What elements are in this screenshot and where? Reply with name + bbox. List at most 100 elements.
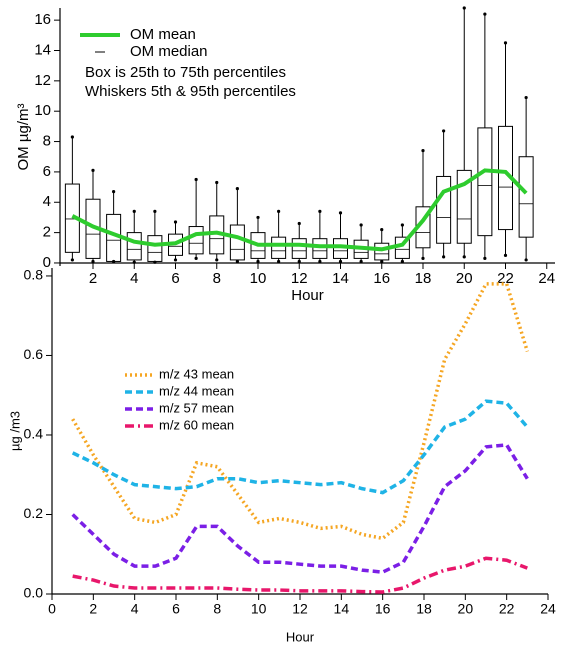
whisker-cap: [297, 221, 301, 226]
whisker-cap: [421, 256, 425, 261]
x-tick-label: 24: [538, 270, 555, 287]
whisker-cap: [215, 258, 219, 262]
annotation: Box is 25th to 75th percentiles: [85, 64, 286, 81]
y-axis-label: µg /m3: [7, 411, 22, 451]
whisker-cap: [70, 135, 74, 139]
whisker-cap: [112, 190, 116, 194]
x-tick-label: 6: [171, 270, 179, 287]
y-tick-label: 16: [34, 11, 51, 28]
whisker-cap: [462, 255, 466, 259]
y-tick-label: 8: [43, 133, 51, 150]
x-tick-label: 12: [291, 270, 308, 287]
series-line: [71, 168, 528, 252]
x-tick-label: 14: [334, 601, 350, 617]
whisker-cap: [359, 223, 363, 227]
box: [374, 242, 390, 261]
y-tick-label: 0: [43, 254, 51, 271]
x-tick-label: 6: [172, 601, 180, 617]
whisker-cap: [91, 168, 95, 172]
y-tick-label: 0.4: [24, 426, 44, 442]
x-tick-label: 22: [497, 270, 514, 287]
x-tick-label: 4: [130, 270, 138, 287]
y-axis-label: OM µg/m³: [15, 104, 32, 171]
series-line: [71, 399, 529, 495]
series-line: [72, 556, 528, 594]
box: [147, 235, 163, 262]
whisker-cap: [442, 129, 446, 133]
y-tick-label: 0.6: [24, 346, 44, 362]
box: [456, 169, 472, 244]
x-tick-label: 18: [416, 601, 432, 617]
whisker-cap: [318, 209, 322, 213]
x-tick-label: 14: [332, 270, 349, 287]
whisker-cap: [338, 211, 343, 215]
legend-label: m/z 60 mean: [159, 417, 234, 432]
whisker-cap: [421, 149, 425, 153]
x-tick-label: 22: [499, 601, 515, 617]
whisker-cap: [91, 259, 95, 264]
legend-label: m/z 43 mean: [159, 366, 234, 381]
series-line: [71, 443, 529, 574]
whisker-cap: [215, 180, 219, 185]
whisker-cap: [173, 220, 178, 224]
box: [436, 175, 452, 244]
x-tick-label: 20: [458, 601, 474, 617]
whisker-cap: [524, 95, 528, 100]
series-line: [71, 282, 530, 541]
whisker-cap: [235, 259, 239, 264]
whisker-cap: [256, 215, 260, 220]
whisker-cap: [256, 259, 260, 264]
whisker-cap: [132, 260, 136, 264]
whisker-cap: [400, 223, 404, 227]
y-tick-label: 0.2: [24, 505, 44, 521]
whisker-cap: [400, 259, 404, 264]
legend-label: m/z 57 mean: [159, 400, 234, 415]
x-tick-label: 16: [375, 601, 391, 617]
x-tick-label: 10: [251, 601, 267, 617]
y-tick-label: 4: [43, 193, 51, 210]
whisker-cap: [483, 256, 487, 261]
box: [518, 156, 534, 238]
x-tick-label: 2: [89, 270, 97, 287]
whisker-cap: [112, 259, 116, 264]
whisker-cap: [297, 259, 301, 264]
x-tick-label: 8: [213, 270, 221, 287]
whisker-cap: [277, 259, 281, 264]
whisker-cap: [153, 209, 157, 213]
annotation: Whiskers 5th & 95th percentiles: [85, 83, 296, 100]
whisker-cap: [277, 209, 281, 213]
x-tick-label: 10: [250, 270, 267, 287]
x-tick-label: 4: [131, 601, 139, 617]
y-tick-label: 14: [34, 41, 51, 58]
whisker-cap: [194, 177, 198, 182]
whisker-cap: [235, 187, 239, 191]
whisker-cap: [318, 259, 322, 264]
whisker-cap: [380, 227, 384, 232]
box: [291, 238, 307, 259]
x-tick-label: 12: [292, 601, 308, 617]
whisker-cap: [70, 258, 74, 262]
y-tick-label: 0.0: [24, 585, 44, 601]
x-tick-label: 0: [48, 601, 56, 617]
whisker-cap: [503, 41, 508, 45]
whisker-cap: [462, 6, 466, 10]
legend-label: OM mean: [130, 26, 196, 43]
box: [229, 224, 245, 261]
legend-label: OM median: [130, 43, 208, 60]
x-tick-label: 20: [456, 270, 473, 287]
whisker-cap: [442, 255, 446, 259]
box: [312, 238, 328, 259]
x-tick-label: 2: [89, 601, 97, 617]
legend-label: m/z 44 mean: [159, 383, 234, 398]
whisker-cap: [173, 258, 178, 262]
y-tick-label: 2: [43, 224, 51, 241]
whisker-cap: [359, 259, 363, 264]
x-axis-label: Hour: [286, 629, 315, 644]
y-tick-label: 12: [34, 72, 51, 89]
box: [271, 236, 287, 259]
y-tick-label: 6: [43, 163, 51, 180]
whisker-cap: [380, 259, 384, 264]
x-axis-label: Hour: [291, 287, 324, 304]
